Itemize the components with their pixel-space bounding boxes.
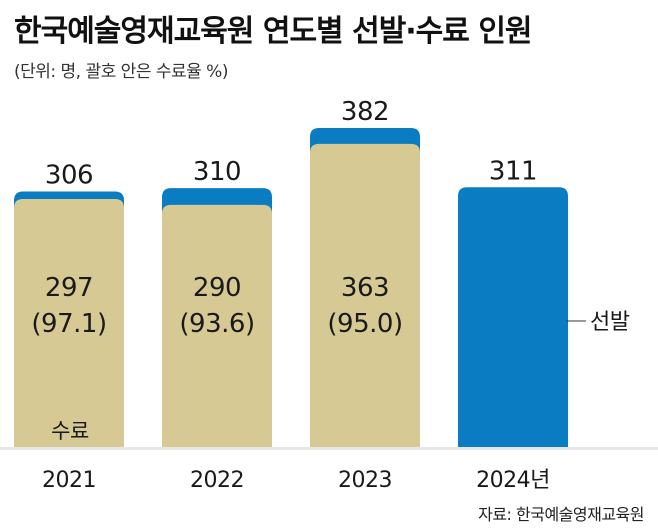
selected-value-label: 311 — [489, 156, 537, 186]
selected-bar — [458, 187, 568, 447]
selected-value-label: 310 — [193, 157, 241, 187]
chart-baseline — [0, 447, 658, 450]
category-label: 2024년 — [476, 468, 550, 493]
legend-completed-label: 수료 — [51, 419, 89, 443]
selected-value-label: 382 — [341, 97, 389, 127]
completion-rate-label: (93.6) — [179, 309, 254, 339]
completed-value-label: 363 — [341, 273, 389, 303]
completion-rate-label: (97.1) — [31, 309, 106, 339]
source-note: 자료: 한국예술영재교육원 — [478, 505, 644, 524]
chart-title: 한국예술영재교육원 연도별 선발·수료 인원 — [14, 14, 533, 49]
completed-bar — [310, 143, 420, 447]
chart-subtitle: (단위: 명, 괄호 안은 수료율 %) — [14, 62, 228, 82]
completed-bar — [162, 204, 272, 447]
selected-value-label: 306 — [45, 160, 93, 190]
completed-value-label: 290 — [193, 273, 241, 303]
completed-value-label: 297 — [45, 273, 93, 303]
category-label: 2022 — [190, 468, 244, 493]
legend-selected-label: 선발 — [590, 310, 630, 335]
completion-rate-label: (95.0) — [327, 309, 402, 339]
category-label: 2023 — [338, 468, 392, 493]
completed-bar — [14, 198, 124, 447]
category-label: 2021 — [42, 468, 96, 493]
